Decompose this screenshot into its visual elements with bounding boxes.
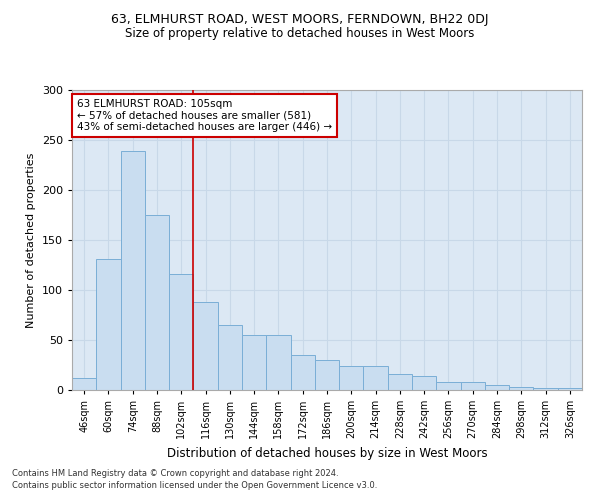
Bar — [533, 388, 558, 390]
Bar — [485, 385, 509, 390]
Bar — [242, 335, 266, 390]
Bar — [315, 360, 339, 390]
Bar — [96, 259, 121, 390]
Bar — [169, 274, 193, 390]
Bar — [72, 378, 96, 390]
Bar — [412, 376, 436, 390]
Bar — [266, 335, 290, 390]
Text: 63 ELMHURST ROAD: 105sqm
← 57% of detached houses are smaller (581)
43% of semi-: 63 ELMHURST ROAD: 105sqm ← 57% of detach… — [77, 99, 332, 132]
Bar — [290, 355, 315, 390]
Text: Size of property relative to detached houses in West Moors: Size of property relative to detached ho… — [125, 28, 475, 40]
Bar — [218, 325, 242, 390]
Bar — [339, 366, 364, 390]
Text: Contains public sector information licensed under the Open Government Licence v3: Contains public sector information licen… — [12, 481, 377, 490]
Bar — [388, 374, 412, 390]
Bar — [193, 302, 218, 390]
Bar — [121, 151, 145, 390]
Y-axis label: Number of detached properties: Number of detached properties — [26, 152, 36, 328]
Bar — [436, 382, 461, 390]
Text: Contains HM Land Registry data © Crown copyright and database right 2024.: Contains HM Land Registry data © Crown c… — [12, 468, 338, 477]
Bar — [364, 366, 388, 390]
Bar — [145, 215, 169, 390]
Text: 63, ELMHURST ROAD, WEST MOORS, FERNDOWN, BH22 0DJ: 63, ELMHURST ROAD, WEST MOORS, FERNDOWN,… — [111, 12, 489, 26]
Bar — [461, 382, 485, 390]
Bar — [558, 388, 582, 390]
Bar — [509, 387, 533, 390]
X-axis label: Distribution of detached houses by size in West Moors: Distribution of detached houses by size … — [167, 446, 487, 460]
